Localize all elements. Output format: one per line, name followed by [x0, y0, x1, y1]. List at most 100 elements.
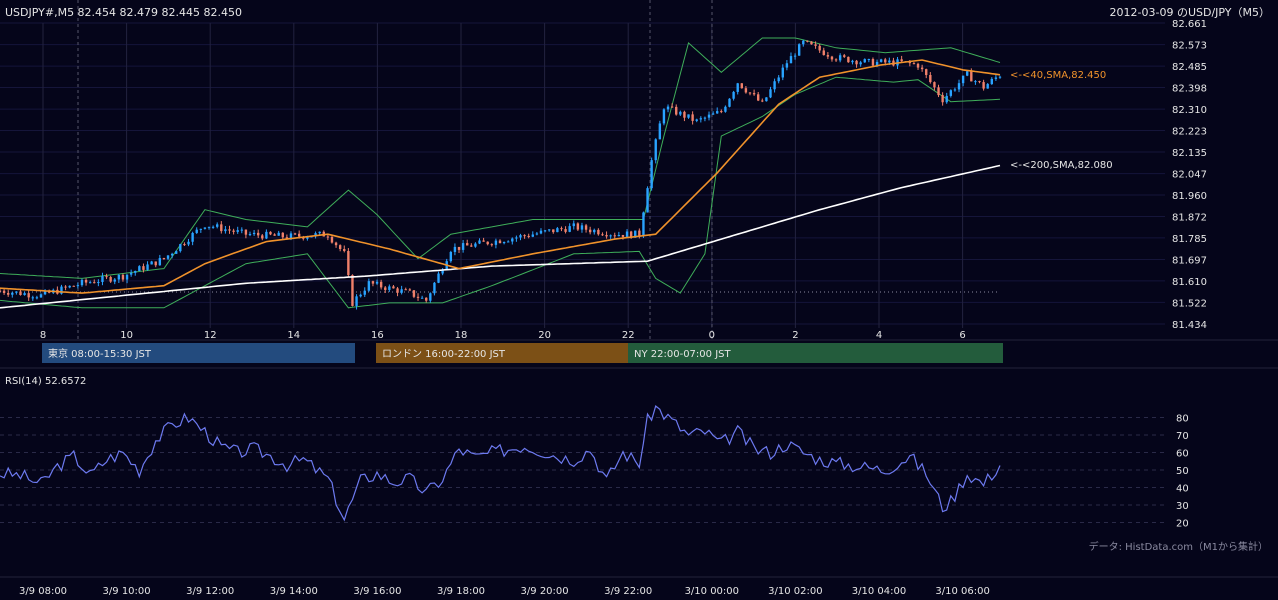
candle-body	[101, 276, 104, 283]
candle-body	[150, 261, 153, 265]
candle-body	[711, 113, 715, 115]
candle-body	[113, 279, 116, 282]
candle-body	[925, 69, 928, 75]
candle-body	[408, 289, 412, 291]
time-x-tick: 3/9 10:00	[103, 586, 151, 597]
candle-body	[588, 229, 592, 233]
candle-body	[355, 296, 358, 306]
candle-body	[384, 287, 387, 290]
candle-body	[560, 228, 563, 230]
candle-body	[388, 286, 391, 290]
price-x-tick: 8	[40, 330, 46, 341]
session-ny-label: NY 22:00-07:00 JST	[634, 349, 731, 360]
rsi-y-tick: 80	[1176, 414, 1189, 425]
candle-body	[162, 258, 166, 260]
candle-body	[966, 71, 969, 76]
candle-body	[269, 231, 272, 235]
candle-body	[457, 246, 461, 250]
candle-body	[437, 273, 440, 283]
candle-body	[474, 243, 477, 247]
candle-body	[158, 258, 162, 266]
rsi-y-tick: 60	[1176, 449, 1189, 460]
candle-body	[609, 235, 612, 237]
price-y-tick: 82.047	[1172, 170, 1207, 181]
price-x-tick: 12	[204, 330, 217, 341]
rsi-title: RSI(14) 52.6572	[5, 376, 86, 387]
candle-body	[43, 290, 47, 295]
candle-body	[261, 235, 264, 239]
candle-body	[580, 225, 584, 230]
candle-body	[871, 59, 875, 66]
candle-body	[441, 269, 444, 274]
candle-body	[789, 56, 793, 64]
candle-body	[617, 234, 621, 237]
candle-body	[888, 60, 891, 63]
sma40-label: <-<40,SMA,82.450	[1010, 70, 1106, 81]
candle-body	[634, 230, 637, 238]
candle-body	[76, 285, 80, 287]
candle-body	[584, 225, 588, 230]
candle-body	[601, 234, 604, 236]
price-y-tick: 82.661	[1172, 19, 1207, 30]
session-london-label: ロンドン 16:00-22:00 JST	[382, 349, 506, 360]
candle-body	[216, 224, 219, 227]
price-grid	[0, 22, 1165, 325]
candle-body	[990, 78, 994, 85]
candle-body	[670, 106, 674, 108]
candle-body	[351, 275, 354, 306]
candle-body	[129, 272, 133, 275]
candle-body	[375, 281, 379, 284]
price-y-tick: 81.872	[1172, 213, 1207, 224]
session-london-bar	[376, 343, 628, 363]
candle-body	[564, 229, 567, 232]
price-x-tick: 2	[792, 330, 798, 341]
candle-body	[170, 253, 174, 256]
candle-body	[625, 231, 629, 237]
price-y-tick: 82.485	[1172, 62, 1207, 73]
candle-body	[957, 83, 961, 90]
candle-body	[199, 228, 203, 230]
candle-body	[359, 294, 362, 297]
candle-body	[273, 234, 276, 236]
candle-body	[920, 67, 924, 70]
candle-body	[420, 297, 424, 299]
rsi-y-tick: 70	[1176, 431, 1189, 442]
candle-body	[72, 285, 75, 287]
candle-body	[986, 84, 989, 89]
candle-body	[752, 93, 756, 95]
candle-body	[720, 111, 723, 113]
candle-body	[707, 114, 711, 118]
candle-body	[433, 282, 436, 294]
candle-body	[859, 62, 862, 65]
session-tokyo-label: 東京 08:00-15:30 JST	[48, 347, 152, 360]
candle-body	[203, 227, 207, 229]
candle-body	[556, 228, 559, 233]
candle-body	[728, 98, 731, 107]
candle-body	[425, 297, 428, 301]
candle-body	[539, 230, 543, 234]
price-x-tick: 0	[709, 330, 715, 341]
bollinger-lower-line	[0, 76, 1001, 309]
candle-body	[884, 59, 887, 63]
candle-body	[224, 229, 227, 232]
candle-body	[318, 231, 321, 234]
candle-body	[134, 270, 137, 273]
price-y-tick: 81.697	[1172, 255, 1207, 266]
candle-body	[121, 274, 125, 280]
price-y-axis: 82.661 82.573 82.485 82.398 82.310 82.223 82.1…	[1172, 19, 1207, 331]
candle-body	[2, 290, 6, 294]
candle-body	[814, 44, 817, 46]
candle-body	[699, 118, 703, 120]
price-y-tick: 82.398	[1172, 84, 1207, 95]
candle-body	[773, 81, 776, 90]
price-x-tick: 18	[455, 330, 468, 341]
candle-body	[765, 97, 768, 102]
candle-body	[80, 279, 84, 286]
candle-body	[35, 297, 39, 299]
candle-body	[912, 63, 916, 65]
price-y-tick: 81.522	[1172, 298, 1207, 309]
candle-body	[228, 229, 231, 231]
candle-body	[498, 240, 502, 244]
candle-body	[211, 226, 215, 228]
candle-body	[187, 241, 190, 245]
